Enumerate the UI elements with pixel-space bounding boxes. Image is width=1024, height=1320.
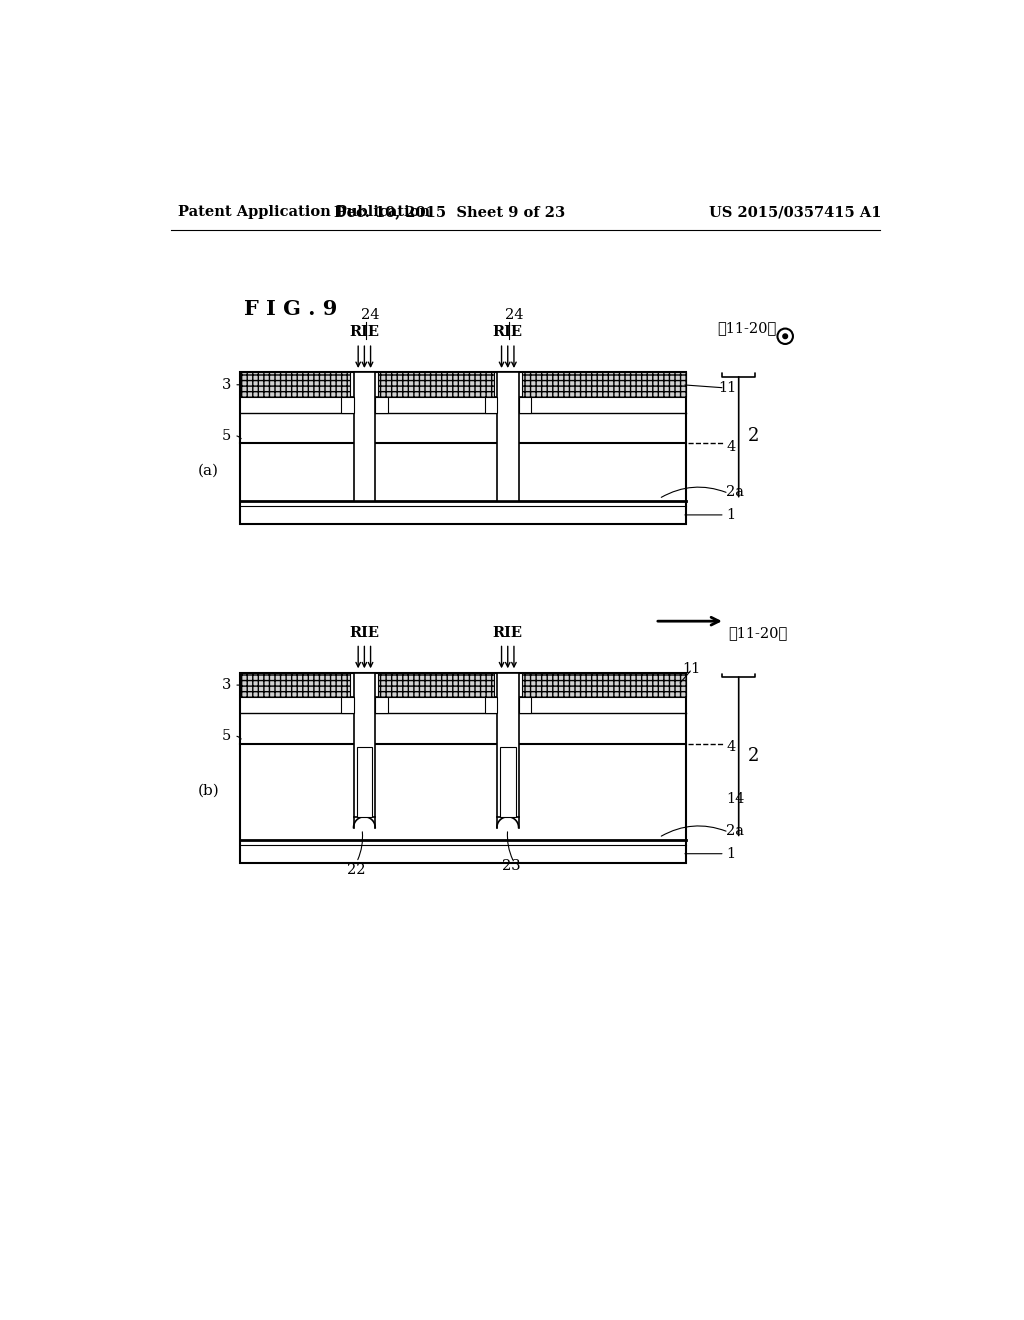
- Text: 22: 22: [347, 863, 366, 876]
- Text: 2: 2: [748, 428, 760, 445]
- Bar: [500, 747, 515, 817]
- Bar: [241, 372, 686, 524]
- Bar: [353, 673, 375, 817]
- Text: 24: 24: [505, 309, 523, 322]
- Bar: [378, 372, 494, 397]
- Text: 2: 2: [748, 747, 760, 764]
- Text: 11: 11: [719, 381, 737, 395]
- Bar: [518, 397, 531, 412]
- Text: 24: 24: [361, 309, 380, 322]
- Text: F I G . 9: F I G . 9: [245, 298, 338, 318]
- Text: 3: 3: [222, 678, 231, 692]
- Bar: [375, 697, 388, 713]
- Text: RIE: RIE: [349, 326, 379, 339]
- Text: 2a: 2a: [726, 484, 744, 499]
- Text: 5: 5: [222, 729, 231, 743]
- Text: 】11-20〉: 】11-20〉: [717, 322, 776, 335]
- Text: 23: 23: [503, 859, 521, 873]
- Text: RIE: RIE: [493, 326, 522, 339]
- Bar: [341, 697, 353, 713]
- Text: 2a: 2a: [726, 824, 744, 838]
- Bar: [497, 673, 518, 817]
- Bar: [518, 697, 531, 713]
- Text: RIE: RIE: [493, 626, 522, 640]
- Bar: [241, 372, 350, 397]
- Text: 5: 5: [222, 429, 231, 442]
- Text: Dec. 10, 2015  Sheet 9 of 23: Dec. 10, 2015 Sheet 9 of 23: [334, 206, 565, 219]
- Bar: [378, 673, 494, 697]
- Circle shape: [783, 334, 787, 339]
- Text: 11: 11: [682, 661, 700, 676]
- Bar: [484, 697, 497, 713]
- Text: 】11-20〉: 】11-20〉: [729, 626, 787, 640]
- Bar: [341, 397, 353, 412]
- Text: 1: 1: [726, 846, 735, 861]
- Text: 14: 14: [726, 792, 744, 807]
- Text: 1: 1: [726, 508, 735, 521]
- Bar: [375, 397, 388, 412]
- Text: 3: 3: [222, 378, 231, 392]
- Text: (a): (a): [198, 465, 219, 478]
- Bar: [353, 372, 375, 502]
- Bar: [241, 673, 350, 697]
- Text: Patent Application Publication: Patent Application Publication: [178, 206, 430, 219]
- Text: RIE: RIE: [349, 626, 379, 640]
- Bar: [497, 372, 518, 502]
- Bar: [241, 673, 686, 863]
- Text: US 2015/0357415 A1: US 2015/0357415 A1: [710, 206, 882, 219]
- Text: 4: 4: [726, 440, 735, 454]
- Bar: [484, 397, 497, 412]
- Bar: [356, 747, 372, 817]
- Text: 4: 4: [726, 741, 735, 755]
- Text: (b): (b): [198, 784, 219, 797]
- Bar: [521, 372, 686, 397]
- Bar: [521, 673, 686, 697]
